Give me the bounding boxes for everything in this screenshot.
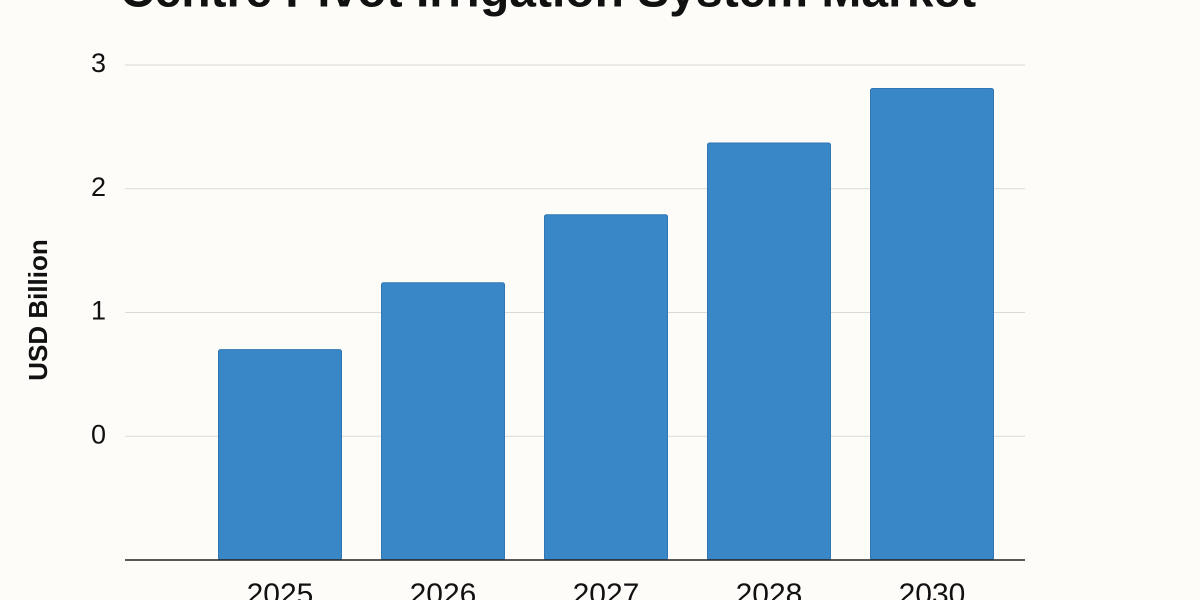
bar [544, 214, 668, 561]
x-tick-label: 2030 [899, 578, 966, 600]
chart-title: Centre Pivot Irrigation System Market [120, 0, 976, 18]
y-tick-label: 2 [91, 172, 106, 202]
x-tick-label: 2025 [247, 578, 314, 600]
x-tick-label: 2026 [410, 578, 477, 600]
y-tick-label: 3 [91, 48, 106, 78]
bar [381, 282, 505, 561]
x-tick-label: 2027 [573, 578, 640, 600]
bar [218, 349, 342, 561]
y-axis-label: USD Billion [23, 239, 53, 381]
x-tick-label: 2028 [736, 578, 803, 600]
bar [707, 142, 831, 561]
bar [870, 88, 994, 561]
y-tick-label: 1 [91, 296, 106, 326]
y-tick-label: 0 [91, 419, 106, 449]
